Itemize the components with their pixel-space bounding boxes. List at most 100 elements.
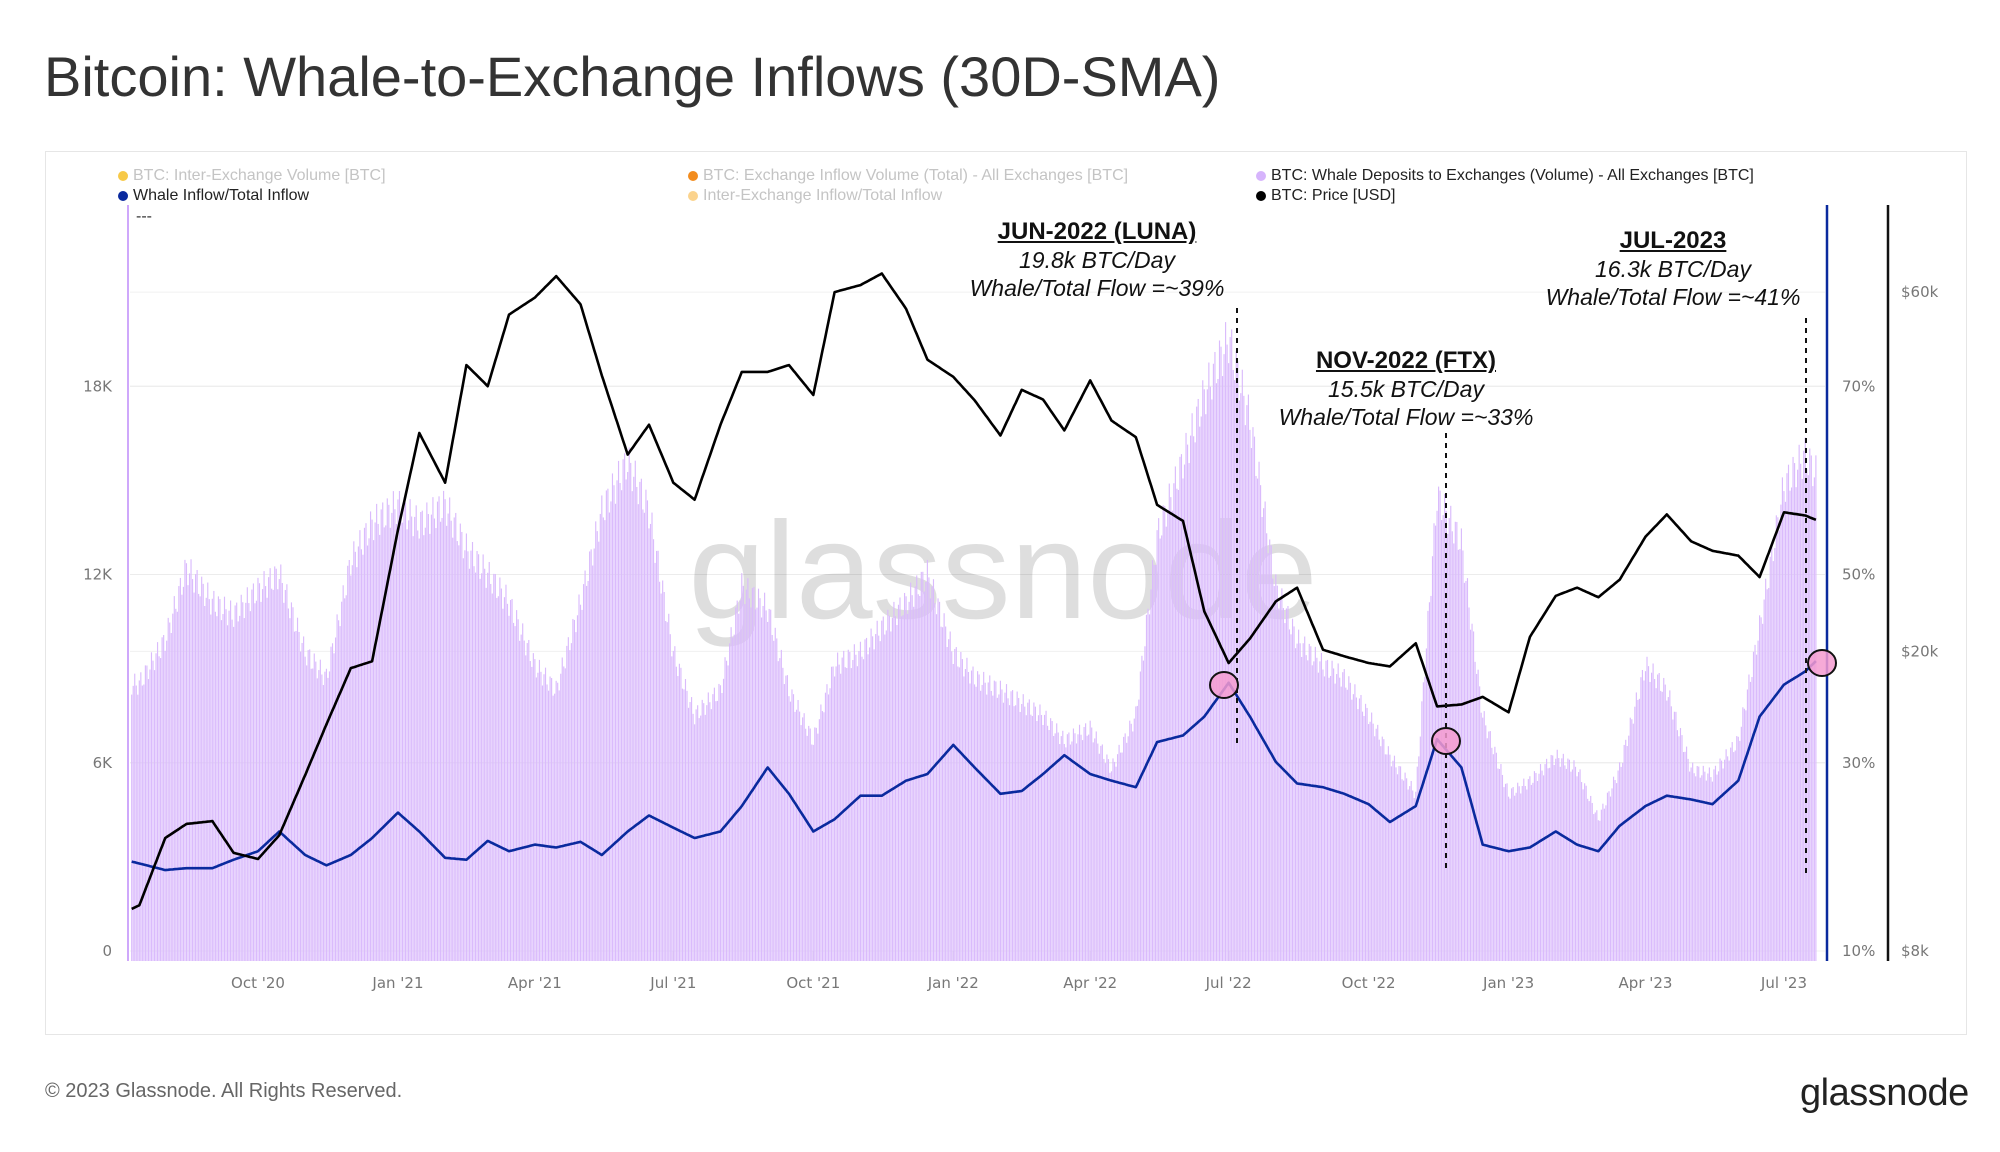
whale-deposit-bar <box>873 649 875 961</box>
whale-deposit-bar <box>170 632 172 961</box>
whale-deposit-bar <box>1748 674 1750 961</box>
whale-deposit-bar <box>768 608 770 961</box>
whale-deposit-bar <box>865 637 868 961</box>
whale-deposit-bar <box>1421 701 1423 961</box>
whale-deposit-bar <box>1310 646 1312 961</box>
glassnode-logo[interactable]: glassnode <box>1800 1072 1969 1114</box>
whale-deposit-bar <box>1474 661 1476 961</box>
chart-title: Bitcoin: Whale-to-Exchange Inflows (30D-… <box>44 45 1221 108</box>
whale-deposit-bar <box>1725 749 1727 961</box>
whale-deposit-bar <box>1676 730 1679 961</box>
whale-deposit-bar <box>1218 340 1221 961</box>
whale-deposit-bar <box>663 592 665 961</box>
whale-deposit-bar <box>190 559 192 961</box>
whale-deposit-bar <box>496 597 498 961</box>
whale-deposit-bar <box>1790 487 1793 961</box>
whale-deposit-bar <box>144 665 146 961</box>
x-tick-label: Jan '22 <box>927 974 979 992</box>
whale-deposit-bar <box>219 599 221 961</box>
whale-deposit-bar <box>1698 766 1700 961</box>
whale-deposit-bar <box>945 626 947 961</box>
legend-item-exchange-inflow-volume[interactable]: BTC: Exchange Inflow Volume (Total) - Al… <box>688 167 1128 185</box>
whale-deposit-bar <box>1485 725 1487 961</box>
whale-deposit-bar <box>764 592 766 961</box>
whale-deposit-bar <box>1669 690 1671 961</box>
whale-deposit-bar <box>1010 691 1012 961</box>
whale-deposit-bar <box>1606 792 1609 961</box>
legend-item-whale-ratio[interactable]: Whale Inflow/Total Inflow <box>118 187 309 205</box>
whale-deposit-bar <box>669 634 671 961</box>
whale-deposit-bar <box>1343 669 1345 961</box>
whale-deposit-bar <box>1092 742 1094 961</box>
whale-deposit-bar <box>592 565 594 961</box>
whale-deposit-bar <box>502 608 504 961</box>
whale-deposit-bar <box>173 596 175 961</box>
whale-deposit-bar <box>481 573 483 961</box>
whale-deposit-bar <box>424 527 426 961</box>
whale-deposit-bar <box>418 538 420 961</box>
whale-deposit-bar <box>1250 448 1253 961</box>
whale-deposit-bar <box>1326 659 1329 961</box>
whale-deposit-bar <box>1807 475 1809 961</box>
whale-deposit-bar <box>299 651 302 961</box>
whale-deposit-bar <box>678 663 680 961</box>
whale-deposit-bar <box>237 621 239 961</box>
legend-item-inter-exchange-ratio[interactable]: Inter-Exchange Inflow/Total Inflow <box>688 187 942 205</box>
whale-deposit-bar <box>298 631 300 961</box>
whale-deposit-bar <box>1024 706 1026 961</box>
whale-deposit-bar <box>181 594 183 961</box>
whale-deposit-bar <box>1641 669 1644 961</box>
whale-deposit-bar <box>806 735 808 961</box>
legend-item-whale-deposits[interactable]: BTC: Whale Deposits to Exchanges (Volume… <box>1256 167 1754 185</box>
whale-deposit-bar <box>1063 743 1065 961</box>
whale-deposit-bar <box>1763 599 1765 961</box>
whale-deposit-bar <box>272 589 274 961</box>
whale-deposit-bar <box>1148 614 1151 961</box>
whale-deposit-bar <box>1506 783 1508 961</box>
whale-deposit-bar <box>1138 699 1140 961</box>
whale-deposit-bar <box>1273 586 1275 961</box>
whale-deposit-bar <box>1301 656 1303 961</box>
whale-deposit-bar <box>531 666 533 961</box>
x-tick-label: Oct '22 <box>1342 974 1396 992</box>
whale-deposit-bar <box>576 615 579 961</box>
whale-deposit-bar <box>1215 383 1218 962</box>
whale-deposit-bar <box>567 637 569 961</box>
whale-deposit-bar <box>557 682 559 961</box>
whale-deposit-bar <box>369 511 372 961</box>
legend-dot-icon <box>688 191 698 201</box>
whale-deposit-bar <box>1180 454 1183 961</box>
whale-deposit-bar <box>876 620 878 961</box>
whale-deposit-bar <box>1167 510 1169 961</box>
whale-deposit-bar <box>1664 684 1666 961</box>
whale-deposit-bar <box>827 694 830 961</box>
whale-deposit-bar <box>1080 734 1082 961</box>
whale-deposit-bar <box>1214 351 1216 961</box>
whale-deposit-bar <box>1317 672 1319 961</box>
whale-deposit-bar <box>1158 518 1160 961</box>
whale-deposit-bar <box>447 513 449 961</box>
whale-deposit-bar <box>325 668 328 961</box>
whale-deposit-bar <box>1781 477 1783 961</box>
whale-deposit-bar <box>1313 661 1315 961</box>
whale-deposit-bar <box>280 564 282 961</box>
whale-deposit-bar <box>1177 489 1179 961</box>
whale-deposit-bar <box>217 596 219 961</box>
whale-deposit-bar <box>1757 640 1759 961</box>
whale-deposit-bar <box>1081 740 1084 961</box>
whale-deposit-bar <box>163 635 165 961</box>
whale-deposit-bar <box>1253 436 1256 962</box>
whale-deposit-bar <box>204 606 206 961</box>
whale-deposit-bar <box>1200 416 1202 961</box>
whale-deposit-bar <box>315 661 317 961</box>
legend-label: Inter-Exchange Inflow/Total Inflow <box>703 187 943 204</box>
whale-deposit-bar <box>586 585 588 961</box>
whale-deposit-bar <box>1533 771 1536 961</box>
legend-item-price[interactable]: BTC: Price [USD] <box>1256 187 1395 205</box>
whale-deposit-bar <box>1784 501 1787 961</box>
whale-deposit-bar <box>719 685 722 961</box>
whale-deposit-bar <box>993 680 995 961</box>
whale-deposit-bar <box>1047 725 1049 961</box>
legend-item-inter-exchange-volume[interactable]: BTC: Inter-Exchange Volume [BTC] <box>118 167 386 185</box>
x-tick-label: Jan '23 <box>1482 974 1534 992</box>
